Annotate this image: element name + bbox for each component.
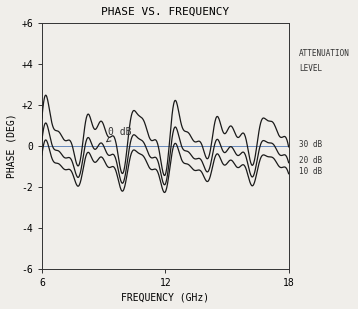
X-axis label: FREQUENCY (GHz): FREQUENCY (GHz) bbox=[121, 292, 209, 302]
Text: 0 dB: 0 dB bbox=[107, 127, 132, 142]
Text: 10 dB: 10 dB bbox=[299, 167, 322, 176]
Text: LEVEL: LEVEL bbox=[299, 64, 322, 73]
Text: 30 dB: 30 dB bbox=[299, 140, 322, 149]
Title: PHASE VS. FREQUENCY: PHASE VS. FREQUENCY bbox=[101, 7, 229, 17]
Text: ATTENUATION: ATTENUATION bbox=[299, 49, 350, 58]
Y-axis label: PHASE (DEG): PHASE (DEG) bbox=[7, 114, 17, 178]
Text: 20 dB: 20 dB bbox=[299, 156, 322, 165]
